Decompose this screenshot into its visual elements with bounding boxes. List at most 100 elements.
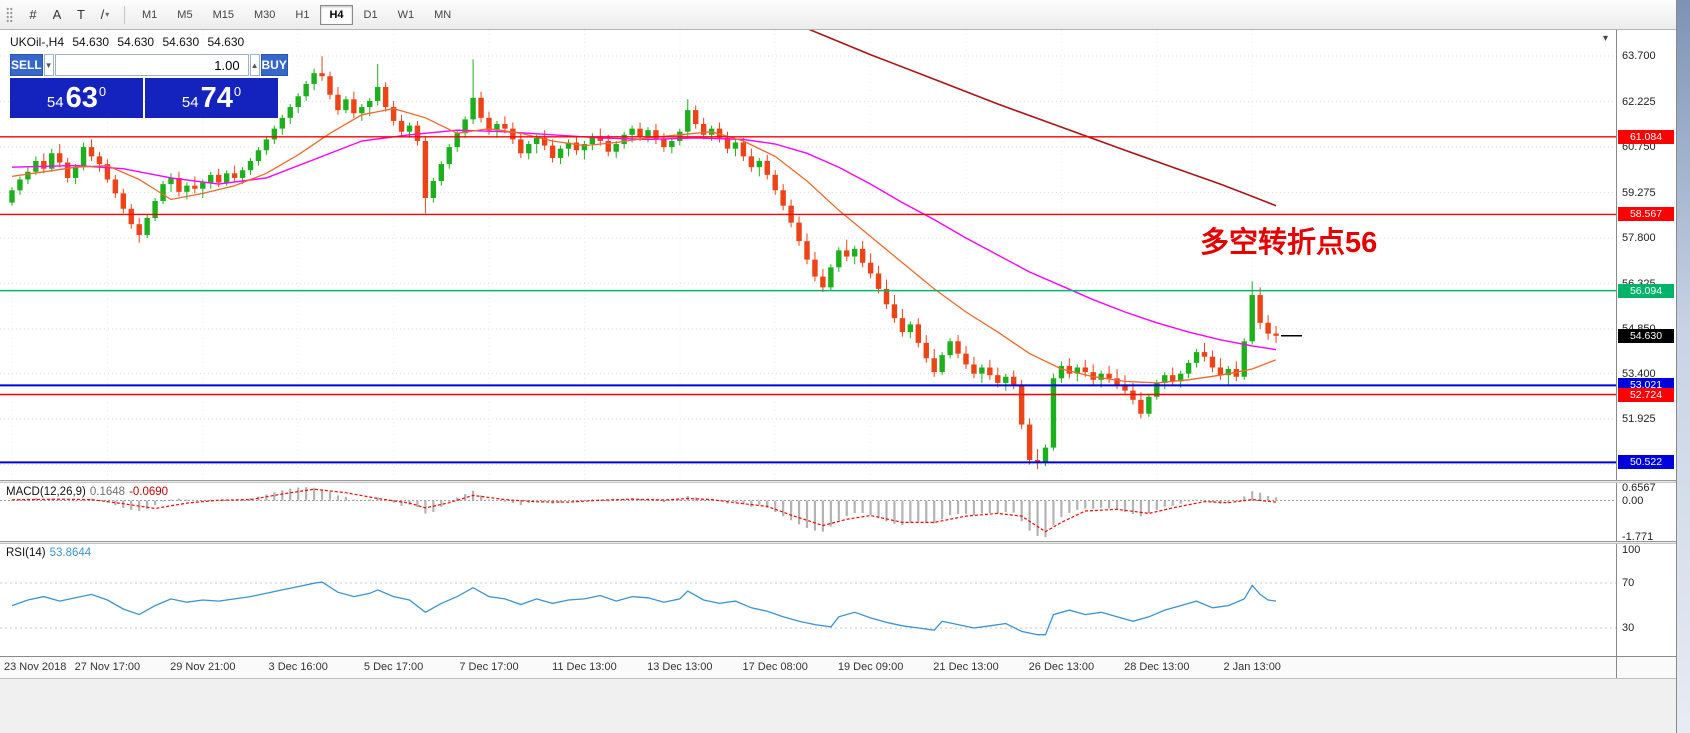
candle-body <box>1026 424 1033 460</box>
panel-splitter[interactable] <box>0 541 1676 544</box>
dropdown-caret-icon: ▾ <box>105 10 110 19</box>
candle-body <box>96 156 103 165</box>
candle-body <box>549 145 556 158</box>
candle-body <box>780 190 786 206</box>
candle-body <box>486 117 492 131</box>
footer-area <box>0 678 1676 733</box>
candle-body <box>557 148 564 158</box>
candle-body <box>875 273 882 289</box>
price-axis[interactable]: 63.70062.22560.75059.27557.80056.32554.8… <box>1616 30 1676 480</box>
candle-body <box>693 110 699 125</box>
panel-splitter[interactable] <box>0 480 1676 483</box>
main-chart-plot[interactable]: 多空转折点56 UKOil-,H4 54.630 54.630 54.630 5… <box>0 30 1616 480</box>
candle-body <box>1209 356 1216 368</box>
candle-body <box>223 173 230 183</box>
candle-body <box>995 375 1001 383</box>
candle-body <box>176 177 182 192</box>
ask-price[interactable]: 54 74 0 <box>145 78 278 118</box>
macd-plot[interactable]: MACD(12,26,9) 0.1648 -0.0690 <box>0 483 1616 541</box>
candle-body <box>883 288 890 305</box>
candle-body <box>64 162 71 178</box>
right-scrollbar[interactable] <box>1676 0 1690 733</box>
level-price-tag[interactable]: 50.522 <box>1618 455 1674 470</box>
candle-body <box>375 87 381 101</box>
candle-body <box>327 76 333 95</box>
volume-dropdown-icon[interactable]: ▼ <box>43 54 54 76</box>
time-axis-label: 13 Dec 13:00 <box>647 661 713 673</box>
candle-body <box>1201 352 1208 357</box>
candle-body <box>534 137 540 145</box>
level-price-tag[interactable]: 61.084 <box>1618 129 1674 144</box>
candle-body <box>939 355 945 373</box>
crosshair-tool-icon[interactable]: # <box>29 7 37 22</box>
rsi-label: RSI(14) 53.8644 <box>6 547 91 559</box>
ohlc-high: 54.630 <box>117 35 155 49</box>
level-price-tag[interactable]: 58.567 <box>1618 207 1674 222</box>
candle-body <box>422 140 429 198</box>
bid-point: 0 <box>98 83 107 99</box>
drawing-tools-group: # A T / ▾ <box>21 4 117 26</box>
timeframe-button-h1[interactable]: H1 <box>295 8 310 21</box>
chart-grid <box>0 30 1616 480</box>
timeframe-button-d1[interactable]: D1 <box>363 8 378 21</box>
support-resistance-lines[interactable] <box>0 136 1616 464</box>
timeframe-button-w1[interactable]: W1 <box>397 8 415 21</box>
timeframe-button-m15[interactable]: M15 <box>212 8 234 21</box>
sell-button[interactable]: SELL <box>10 54 43 76</box>
timeframe-button-h4[interactable]: H4 <box>320 4 353 25</box>
toolbar-drag-handle[interactable] <box>6 6 13 23</box>
candle-body <box>208 174 214 183</box>
price-tick: 62.225 <box>1622 95 1656 108</box>
candle-body <box>518 139 524 154</box>
candle-body <box>1249 295 1255 342</box>
candle-body <box>311 73 317 84</box>
symbol-period: UKOil-,H4 <box>10 35 65 49</box>
level-price-tag[interactable]: 52.724 <box>1618 387 1674 402</box>
candle-body <box>756 160 762 168</box>
candle-body <box>144 218 150 235</box>
trade-prices-row: 54 63 0 54 74 0 <box>10 78 278 118</box>
candle-body <box>462 119 468 134</box>
candle-body <box>955 341 961 354</box>
text-tool-icon[interactable]: A <box>52 7 62 22</box>
rsi-tick: 30 <box>1622 622 1635 634</box>
timeframe-button-mn[interactable]: MN <box>434 8 452 21</box>
shapes-tool-icon[interactable]: / ▾ <box>100 7 110 22</box>
volume-input[interactable] <box>54 54 249 76</box>
candle-body <box>359 107 365 114</box>
candle-body <box>836 250 842 268</box>
macd-tick: 0.00 <box>1622 494 1644 507</box>
candle-body <box>1050 378 1057 448</box>
volume-up-icon[interactable]: ▲ <box>249 54 260 76</box>
candle-body <box>319 73 325 77</box>
chart-corner-caret-icon[interactable]: ▾ <box>1602 33 1608 44</box>
candle-body <box>1003 376 1009 383</box>
timeframe-button-m30[interactable]: M30 <box>253 8 276 21</box>
candle-body <box>120 193 126 209</box>
rsi-plot[interactable]: RSI(14) 53.8644 <box>0 544 1616 656</box>
timeframe-button-m5[interactable]: M5 <box>177 8 193 21</box>
buy-button[interactable]: BUY <box>260 54 288 76</box>
candle-body <box>112 179 119 194</box>
level-price-tag[interactable]: 56.094 <box>1618 283 1674 298</box>
timeframe-button-m1[interactable]: M1 <box>142 8 158 21</box>
candle-body <box>653 130 659 140</box>
rsi-tick: 70 <box>1622 577 1635 590</box>
macd-label: MACD(12,26,9) 0.1648 -0.0690 <box>6 486 168 498</box>
candle-body <box>367 100 373 108</box>
candle-body <box>661 139 667 148</box>
candle-body <box>390 107 397 121</box>
rsi-line <box>11 581 1277 636</box>
bid-price[interactable]: 54 63 0 <box>10 78 143 118</box>
textbox-tool-icon[interactable]: T <box>77 7 85 22</box>
time-labels: 23 Nov 2018 27 Nov 17:00 29 Nov 21:00 3 Dec… <box>0 657 1616 678</box>
candle-body <box>859 248 866 263</box>
time-axis[interactable]: 23 Nov 2018 27 Nov 17:00 29 Nov 21:00 3 Dec… <box>0 656 1676 678</box>
rsi-name: RSI(14) <box>6 547 46 559</box>
chart-annotation-text[interactable]: 多空转折点56 <box>1200 225 1377 259</box>
rsi-tick: 100 <box>1622 544 1641 556</box>
candle-body <box>382 87 389 108</box>
candle-body <box>295 96 301 108</box>
candle-body <box>629 128 635 135</box>
candle-body <box>1011 376 1017 385</box>
